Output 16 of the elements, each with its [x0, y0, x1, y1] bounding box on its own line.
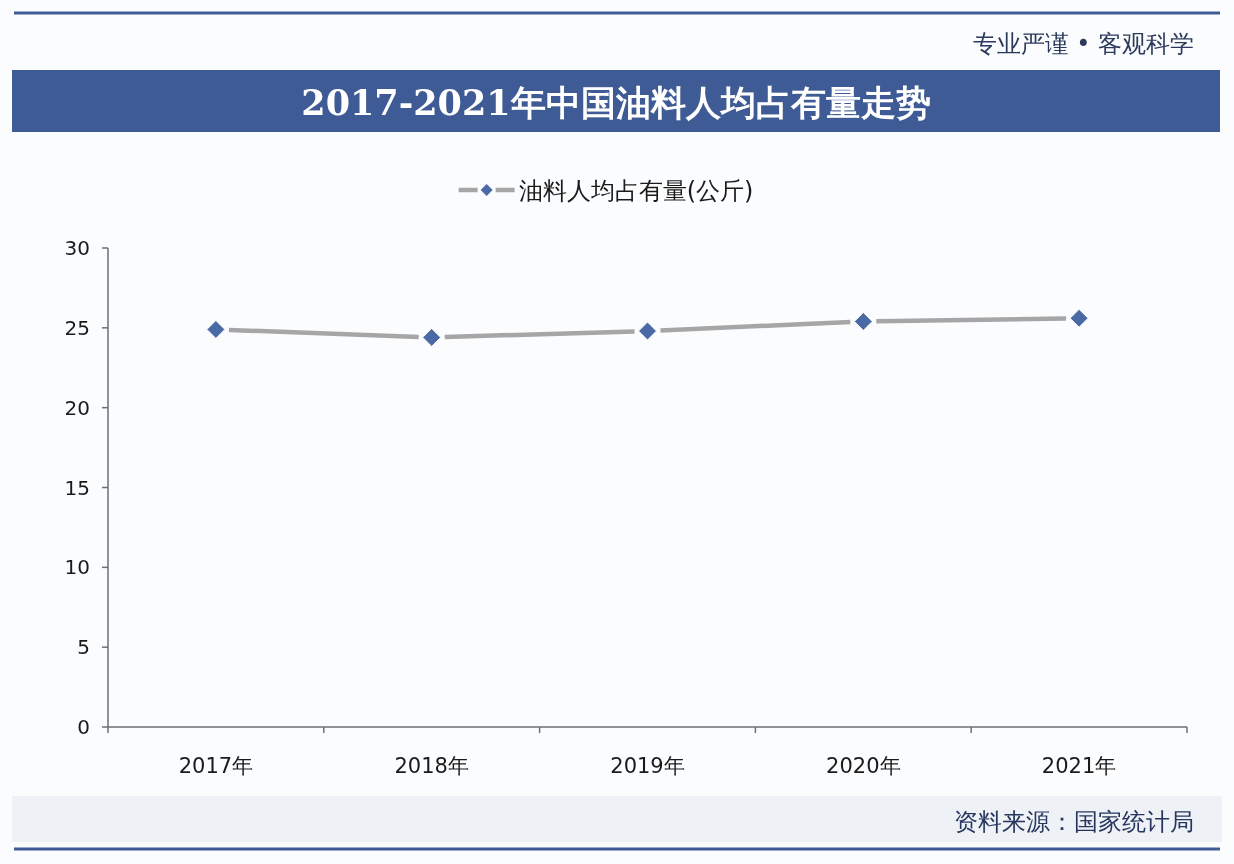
y-tick-label: 25: [64, 315, 90, 340]
x-tick-label: 2021年: [1041, 754, 1117, 778]
y-tick-label: 20: [64, 395, 90, 420]
y-tick-label: 5: [77, 635, 90, 660]
title: 2017-2021年中国油料人均占有量走势: [301, 82, 931, 123]
annotation: 资料来源：国家统计局: [954, 808, 1194, 836]
y-tick-label: 10: [64, 555, 90, 580]
x-tick-label: 2019年: [610, 754, 685, 778]
x-tick-label: 2020年: [826, 754, 901, 778]
legend-label: 油料人均占有量(公斤): [518, 177, 754, 205]
x-tick-label: 2017年: [178, 754, 254, 778]
x-tick-label: 2018年: [394, 754, 469, 778]
annotation: 专业严谨 • 客观科学: [972, 30, 1194, 58]
y-tick-label: 30: [64, 236, 90, 260]
y-tick-label: 15: [64, 475, 90, 500]
y-tick-label: 0: [77, 715, 90, 739]
